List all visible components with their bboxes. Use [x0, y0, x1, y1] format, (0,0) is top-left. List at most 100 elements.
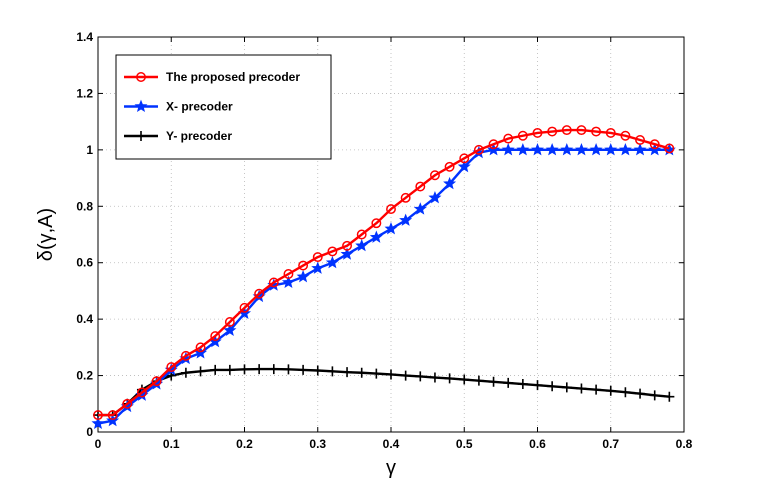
data-point: [312, 252, 323, 263]
data-point: [664, 391, 675, 402]
data-point: [210, 364, 221, 375]
data-point: [635, 135, 645, 145]
data-point: [151, 376, 162, 387]
data-point: [457, 159, 471, 173]
y-tick-label: 0: [86, 425, 93, 439]
x-tick-label: 0.6: [529, 437, 546, 451]
data-point: [574, 143, 588, 156]
data-point: [268, 364, 279, 375]
data-point: [281, 275, 295, 288]
data-point: [547, 381, 558, 392]
data-point: [561, 382, 572, 393]
data-point: [430, 170, 440, 181]
data-point: [91, 416, 105, 430]
data-point: [384, 222, 398, 235]
data-point: [340, 247, 354, 260]
data-point: [459, 153, 470, 164]
data-point: [459, 374, 470, 385]
y-tick-label: 0.4: [76, 312, 93, 326]
data-point: [517, 130, 528, 141]
data-point: [532, 127, 543, 138]
legend-swatch-marker: [136, 131, 146, 141]
data-point: [166, 362, 177, 373]
series-0: [93, 125, 675, 421]
data-point: [327, 366, 338, 377]
x-tick-label: 0.8: [676, 437, 693, 451]
data-point: [517, 379, 528, 390]
data-point: [386, 204, 396, 215]
data-point: [268, 277, 279, 288]
y-tick-label: 0.8: [76, 199, 93, 213]
legend-entry: X- precoder: [124, 100, 233, 114]
data-point: [283, 364, 294, 375]
data-point: [415, 181, 426, 192]
x-tick-label: 0.4: [383, 437, 400, 451]
data-point: [604, 143, 618, 156]
x-tick-label: 0.2: [236, 437, 253, 451]
y-tick-label: 0.6: [76, 256, 93, 270]
data-point: [342, 240, 352, 251]
data-point: [501, 143, 515, 156]
data-point: [605, 127, 616, 138]
data-point: [107, 410, 118, 421]
data-point: [413, 202, 427, 215]
data-point: [591, 384, 602, 395]
axis-ticks: 0 0.1 0.2 0.3 0.4 0.5 0.6 0.7 0.8 0 0.2 0.4 0.6 0.8 1 1…: [76, 30, 692, 451]
data-point: [342, 367, 353, 378]
x-tick-label: 0.1: [163, 437, 180, 451]
y-tick-label: 0.2: [76, 369, 93, 383]
legend-label: X- precoder: [166, 100, 233, 114]
data-point: [560, 143, 574, 156]
data-point: [487, 143, 501, 156]
data-point: [591, 126, 602, 137]
data-point: [664, 143, 675, 154]
data-point: [224, 317, 235, 327]
data-point: [356, 367, 367, 378]
series-2: [93, 364, 675, 421]
data-point: [195, 342, 206, 353]
data-point: [137, 387, 147, 398]
data-point: [400, 192, 411, 203]
data-point: [369, 230, 383, 243]
data-point: [371, 218, 382, 229]
data-point: [106, 413, 120, 427]
series-layer: [91, 125, 676, 430]
data-point: [488, 139, 499, 150]
data-point: [635, 388, 646, 399]
data-point: [180, 367, 191, 378]
legend-label: Y- precoder: [166, 129, 232, 143]
data-point: [180, 350, 191, 361]
data-point: [561, 125, 572, 136]
data-point: [429, 372, 440, 383]
data-point: [531, 143, 544, 156]
data-point: [620, 387, 631, 398]
legend-label: The proposed precoder: [166, 70, 300, 84]
data-point: [545, 143, 559, 156]
data-point: [589, 143, 603, 156]
data-point: [649, 139, 660, 150]
series-1: [91, 143, 676, 430]
data-point: [399, 213, 413, 226]
data-point: [547, 126, 558, 137]
data-point: [311, 261, 325, 274]
data-point: [473, 375, 484, 386]
y-axis-label: δ(γ,A): [35, 208, 57, 261]
data-point: [254, 364, 265, 375]
data-point: [283, 269, 294, 279]
data-point: [648, 143, 662, 156]
data-point: [415, 371, 426, 382]
y-tick-label: 1.2: [76, 86, 93, 100]
legend-entry: The proposed precoder: [124, 70, 300, 84]
data-point: [576, 383, 587, 394]
legend-entry: Y- precoder: [124, 129, 232, 143]
x-tick-label: 0.5: [456, 437, 473, 451]
data-point: [223, 323, 237, 336]
data-point: [633, 143, 647, 156]
data-point: [618, 143, 632, 156]
data-point: [488, 376, 499, 387]
y-tick-label: 1: [86, 143, 93, 157]
data-point: [532, 380, 543, 391]
data-point: [210, 331, 221, 342]
